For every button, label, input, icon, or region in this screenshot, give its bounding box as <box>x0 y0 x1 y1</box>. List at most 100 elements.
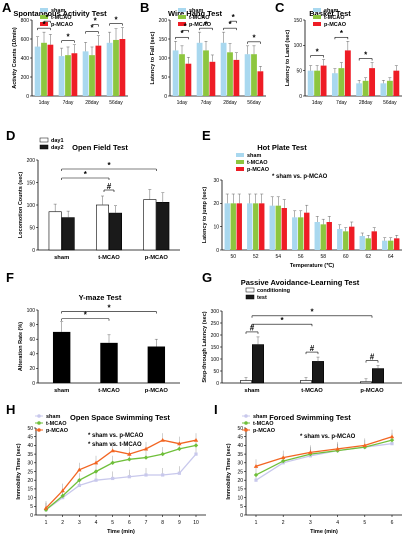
H-point <box>194 452 198 456</box>
H-point <box>93 460 99 465</box>
F-y-axis-label: Alteration Rate (%) <box>18 322 24 371</box>
I-y-tick-label: 50 <box>237 426 243 432</box>
H-y-tick-label: 0 <box>30 513 33 519</box>
E-category-label: 56 <box>298 254 304 260</box>
A-y-tick-label: 600 <box>21 37 30 43</box>
B-bar <box>257 71 264 96</box>
D-legend-swatch <box>39 144 49 150</box>
I-x-tick-label: 1 <box>255 520 258 526</box>
E-y-tick-label: 0 <box>216 248 219 254</box>
B-y-tick-label: 100 <box>159 56 168 62</box>
B-bar <box>172 50 179 96</box>
C-category-label: 1day <box>312 100 323 106</box>
A-bar <box>65 55 71 96</box>
G-sig-mark: # <box>370 352 375 361</box>
G-legend-label: test <box>257 295 267 301</box>
C-bar <box>344 50 351 96</box>
H-point <box>127 451 132 456</box>
I-legend-label: p-MCAO <box>253 428 276 434</box>
H-point <box>160 437 165 442</box>
H-point <box>43 505 49 510</box>
I-x-axis-label: Time (min) <box>310 529 338 535</box>
B-y-tick-label: 150 <box>159 37 168 43</box>
E-category-label: 58 <box>320 254 326 260</box>
E-legend-label: sham <box>247 153 261 159</box>
F-category-label: sham <box>54 388 69 394</box>
A-category-label: 56day <box>109 100 123 106</box>
H-legend-label: sham <box>46 414 60 420</box>
B-legend-swatch <box>178 15 186 19</box>
E-category-label: 54 <box>275 254 281 260</box>
F-y-tick-label: 80 <box>29 322 35 328</box>
C-bar <box>314 70 321 96</box>
H-point <box>110 460 115 465</box>
B-sig-mark: * <box>204 20 208 29</box>
H-point <box>111 476 115 481</box>
I-y-tick-label: 30 <box>237 461 243 467</box>
I-legend-marker <box>244 428 248 432</box>
H-point <box>144 473 148 477</box>
E-bar <box>269 205 275 250</box>
E-bar <box>349 226 355 250</box>
G-bar <box>252 344 265 384</box>
E-bar <box>298 217 304 250</box>
B-bar <box>203 50 209 96</box>
E-category-label: 62 <box>365 254 371 260</box>
E-bar <box>236 203 242 250</box>
I-legend-marker <box>244 421 248 425</box>
D-y-axis-label: Locomotion Counts (sec) <box>18 172 24 238</box>
G-title: Passive Avoidance-Learning Test <box>241 278 360 287</box>
H-x-axis-label: Time (min) <box>107 529 135 535</box>
G-y-tick-label: 50 <box>213 369 219 375</box>
B-legend-swatch <box>178 8 186 12</box>
E-category-label: 50 <box>230 254 236 260</box>
G-panel-letter: G <box>202 270 212 285</box>
C-y-tick-label: 50 <box>296 68 302 74</box>
C-panel-letter: C <box>275 0 285 15</box>
D-bar <box>48 211 62 251</box>
F-title: Y-maze Test <box>79 293 122 302</box>
D-sig-mark: # <box>107 182 112 191</box>
H-legend-label: t-MCAO <box>46 421 67 427</box>
H-y-tick-label: 35 <box>27 452 33 458</box>
G-y-tick-label: 150 <box>211 345 220 351</box>
I-series-line <box>255 436 393 467</box>
H-point <box>77 478 82 483</box>
F-category-label: p-MCAO <box>145 388 169 394</box>
I-point <box>390 442 394 446</box>
A-legend-swatch <box>40 22 48 26</box>
G-bar <box>240 380 253 384</box>
I-y-tick-label: 20 <box>237 478 243 484</box>
I-point <box>362 443 367 447</box>
D-y-tick-label: 200 <box>27 158 36 164</box>
G-category-label: t-MCAO <box>301 388 323 394</box>
B-bar <box>227 52 233 96</box>
B-category-label: 28day <box>223 100 237 106</box>
G-y-tick-label: 300 <box>211 309 220 315</box>
H-point <box>77 467 82 472</box>
B-legend-label: t-MCAO <box>189 15 210 21</box>
B-title: Wire Hang Test <box>168 9 222 18</box>
C-y-axis-label: Latency to Land (sec) <box>285 30 291 87</box>
H-point <box>94 478 98 482</box>
F-sig-mark: * <box>107 303 111 312</box>
D-panel-letter: D <box>6 128 15 143</box>
I-annotation: * sham vs. p-MCAO <box>300 434 356 440</box>
I-x-tick-label: 4 <box>336 520 339 526</box>
D-sig-mark: * <box>107 161 111 170</box>
A-y-axis-label: Activity Counts (10min) <box>12 27 18 89</box>
F-y-tick-label: 60 <box>29 337 35 343</box>
B-sig-mark: * <box>184 22 188 31</box>
A-category-label: 7day <box>63 100 74 106</box>
H-point <box>177 441 182 446</box>
H-point <box>127 457 132 462</box>
D-bar <box>61 217 75 251</box>
H-point <box>60 488 65 493</box>
D-category-label: p-MCAO <box>145 255 169 261</box>
D-sig-mark: * <box>84 170 88 179</box>
H-series-line <box>45 444 197 511</box>
A-legend-label: t-MCAO <box>51 15 72 21</box>
I-point <box>281 458 286 464</box>
H-x-tick-label: 8 <box>161 520 164 526</box>
